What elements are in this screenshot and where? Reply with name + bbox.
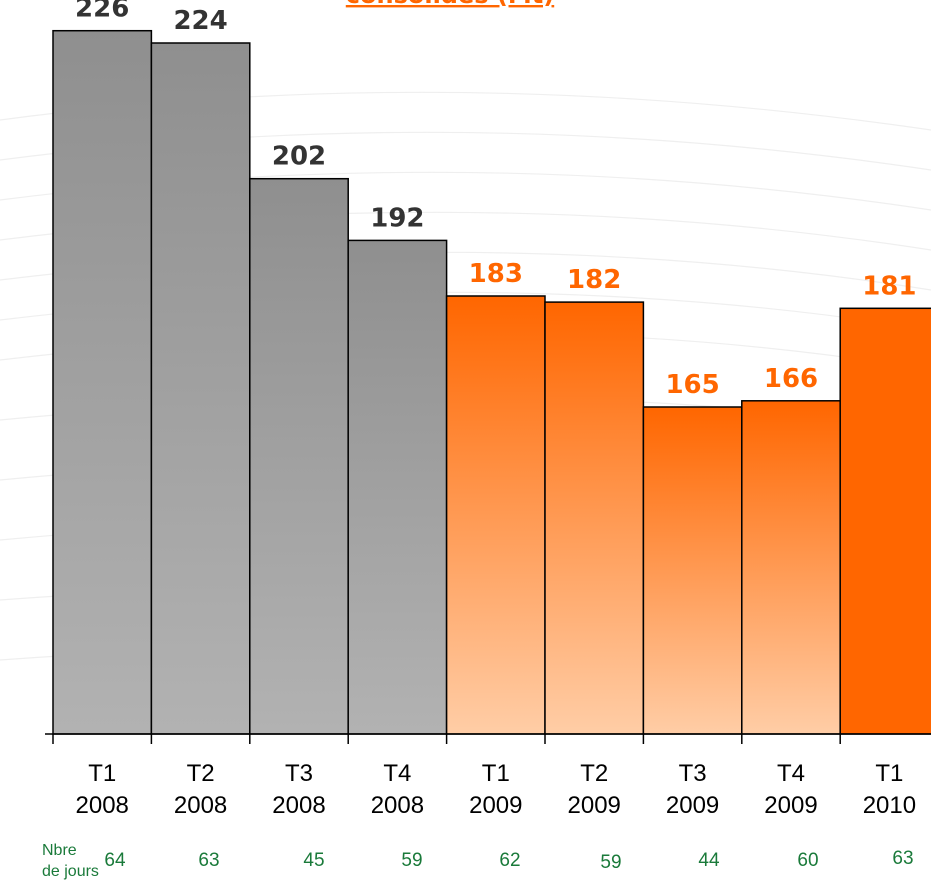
value-label-9: 181	[862, 271, 916, 301]
x-tick-label-8-line-1: T4	[777, 760, 805, 787]
value-label-3: 202	[272, 142, 326, 172]
x-tick-label-3-line-1: T3	[285, 760, 313, 787]
x-tick-label-5-line-1: T1	[482, 760, 510, 787]
x-tick-label-5-line-2: 2009	[469, 792, 522, 819]
bar-9	[839, 307, 931, 735]
x-tick-label-2-line-1: T2	[187, 760, 215, 787]
days-value-2: 63	[198, 850, 219, 871]
bar-8	[741, 400, 841, 735]
nbre-de-jours-label: Nbre de jours	[42, 842, 99, 880]
value-label-7: 165	[665, 370, 719, 400]
value-label-4: 192	[370, 203, 424, 233]
x-tick-label-1-line-1: T1	[88, 760, 116, 787]
days-value-4: 59	[401, 850, 422, 871]
bar-5	[445, 295, 546, 735]
value-label-6: 182	[567, 265, 621, 295]
value-label-1: 226	[75, 0, 129, 24]
days-value-8: 60	[797, 850, 818, 871]
bar-2	[150, 42, 251, 735]
bar-7	[642, 406, 743, 735]
days-value-5: 62	[499, 850, 520, 871]
bar-3	[249, 177, 349, 735]
x-tick-label-9-line-2: 2010	[863, 792, 916, 819]
x-tick-label-7-line-2: 2009	[666, 792, 719, 819]
days-value-6: 59	[600, 852, 621, 873]
value-label-5: 183	[469, 259, 523, 289]
value-label-2: 224	[173, 6, 227, 36]
x-tick-label-6-line-2: 2009	[568, 792, 621, 819]
nbre-de-jours-values: 64 63 45 59 62 59 44 60 63	[104, 848, 913, 873]
x-axis-ticks	[52, 734, 841, 744]
value-label-8: 166	[764, 364, 818, 394]
bar-6	[544, 301, 645, 735]
x-tick-label-1-line-2: 2008	[76, 792, 129, 819]
days-value-7: 44	[698, 850, 720, 871]
x-tick-label-4-line-1: T4	[383, 760, 411, 787]
x-tick-label-3-line-2: 2008	[272, 792, 325, 819]
bar-1	[52, 29, 153, 735]
value-labels: 226 224 202 192 183 182 165 166 181	[75, 0, 916, 400]
x-tick-label-6-line-1: T2	[580, 760, 608, 787]
days-value-1: 64	[104, 850, 126, 871]
x-tick-label-8-line-2: 2009	[764, 792, 817, 819]
nbre-label-line-2: de jours	[42, 863, 99, 880]
bar-4	[347, 239, 448, 735]
x-tick-label-2-line-2: 2008	[174, 792, 227, 819]
x-tick-label-9-line-1: T1	[875, 760, 903, 787]
x-tick-label-7-line-1: T3	[679, 760, 707, 787]
nbre-label-line-1: Nbre	[42, 842, 77, 859]
days-value-3: 45	[303, 850, 324, 871]
bars	[52, 29, 931, 735]
x-tick-label-4-line-2: 2008	[371, 792, 424, 819]
x-axis-tick-labels: T1 2008 T2 2008 T3 2008 T4 2008 T1 2009 T2 2009 T3 20…	[76, 760, 917, 819]
chart-title: consolidés (Mt)	[346, 0, 554, 9]
days-value-9: 63	[892, 848, 913, 869]
